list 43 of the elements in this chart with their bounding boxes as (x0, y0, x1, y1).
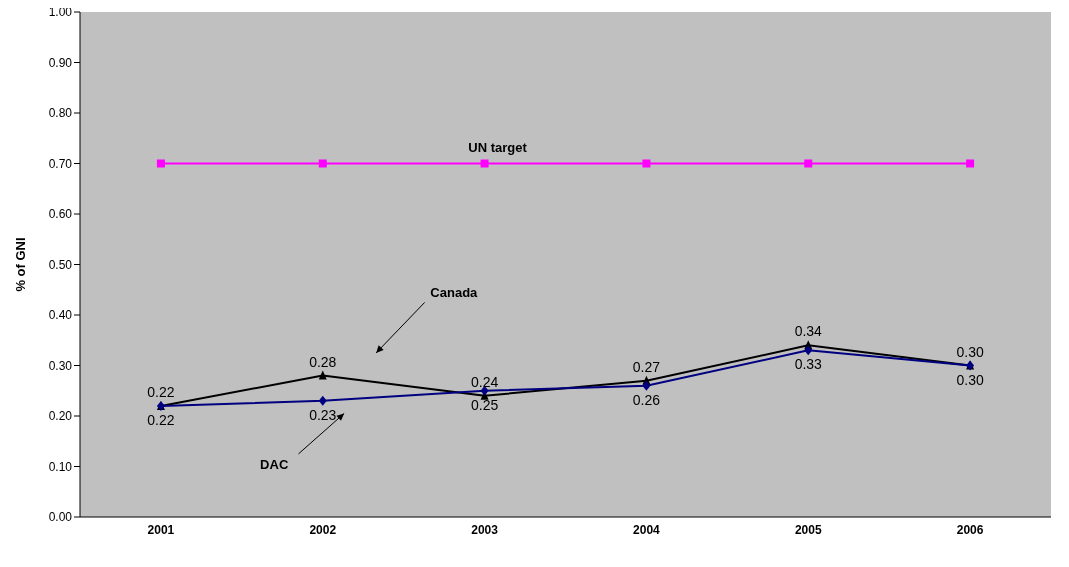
x-tick-label: 2001 (147, 522, 175, 537)
y-tick-label: 0.60 (48, 207, 73, 222)
point (480, 159, 489, 168)
data-label: 0.28 (309, 353, 337, 370)
data-label: 0.23 (309, 406, 337, 423)
point (318, 395, 327, 406)
point (318, 159, 327, 168)
point (804, 345, 813, 356)
text: DAC (260, 457, 289, 473)
y-tick-label: 0.00 (48, 510, 73, 525)
data-label: 0.33 (794, 356, 823, 373)
y-tick-label: 0.40 (48, 308, 73, 323)
y-tick-label: 1.00 (48, 5, 73, 20)
y-tick-label: 0.30 (48, 358, 73, 373)
data-label: 0.30 (956, 371, 984, 388)
y-tick-label: 0.70 (48, 156, 73, 171)
y-tick-label: 0.50 (48, 257, 73, 272)
data-label: 0.34 (794, 323, 823, 340)
point (966, 159, 975, 168)
x-tick-label: 2006 (956, 522, 984, 537)
x-tick-label: 2003 (471, 522, 499, 537)
data-label: 0.24 (470, 373, 499, 390)
point (642, 159, 651, 168)
data-label: 0.22 (147, 411, 175, 428)
data-label: 0.25 (470, 396, 499, 413)
text: Canada (430, 285, 479, 301)
series-label: UN target (468, 139, 528, 155)
data-label: 0.22 (147, 383, 175, 400)
y-tick-label: 0.90 (48, 55, 73, 70)
x-tick-label: 2005 (794, 522, 822, 537)
data-label: 0.30 (956, 343, 984, 360)
y-tick-label: 0.10 (48, 459, 73, 474)
point (642, 380, 651, 391)
point (804, 159, 813, 168)
y-axis-title: % of GNI (12, 237, 28, 292)
x-tick-label: 2004 (633, 522, 661, 537)
point (156, 159, 165, 168)
point (318, 370, 327, 380)
x-tick-label: 2002 (309, 522, 337, 537)
data-label: 0.27 (632, 358, 661, 375)
data-label: 0.26 (632, 391, 661, 408)
y-tick-label: 0.20 (48, 409, 73, 424)
y-tick-label: 0.80 (48, 106, 73, 121)
